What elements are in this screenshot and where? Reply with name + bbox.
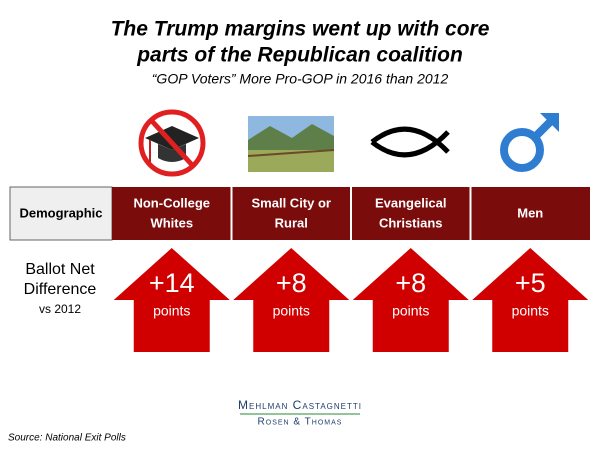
arrow: [472, 248, 589, 352]
icon-no-college: [138, 109, 206, 177]
value: +5: [515, 268, 546, 298]
column-label: Christians: [379, 215, 443, 230]
column-label: Evangelical: [375, 195, 447, 210]
title-line: parts of the Republican coalition: [136, 44, 463, 67]
unit: points: [392, 303, 429, 319]
subtitle: “GOP Voters” More Pro-GOP in 2016 than 2…: [152, 71, 449, 87]
arrow: [233, 248, 350, 352]
logo-line: Mehlman Castagnetti: [238, 398, 362, 412]
icon-male: [500, 113, 559, 172]
unit: points: [153, 303, 190, 319]
row-label: Ballot Net: [25, 261, 95, 278]
source: Source: National Exit Polls: [8, 433, 126, 444]
icon-fish: [370, 126, 450, 158]
header-cell: [9, 186, 113, 241]
title-line: The Trump margins went up with core: [111, 18, 490, 41]
column-label: Rural: [275, 215, 308, 230]
column-label: Non-College: [133, 195, 210, 210]
arrow: [113, 248, 230, 352]
column-label: Small City or: [252, 195, 331, 210]
value: +8: [395, 268, 426, 298]
column-label: Whites: [150, 215, 193, 230]
icon-rural: [247, 116, 335, 172]
row-sublabel: vs 2012: [39, 302, 81, 316]
value: +8: [276, 268, 307, 298]
unit: points: [273, 303, 310, 319]
unit: points: [512, 303, 549, 319]
column-label: Men: [517, 205, 543, 220]
value: +14: [149, 268, 195, 298]
logo-line: Rosen & Thomas: [258, 417, 343, 428]
header-label: Demographic: [19, 205, 102, 220]
arrow: [352, 248, 469, 352]
row-label: Difference: [24, 281, 97, 298]
